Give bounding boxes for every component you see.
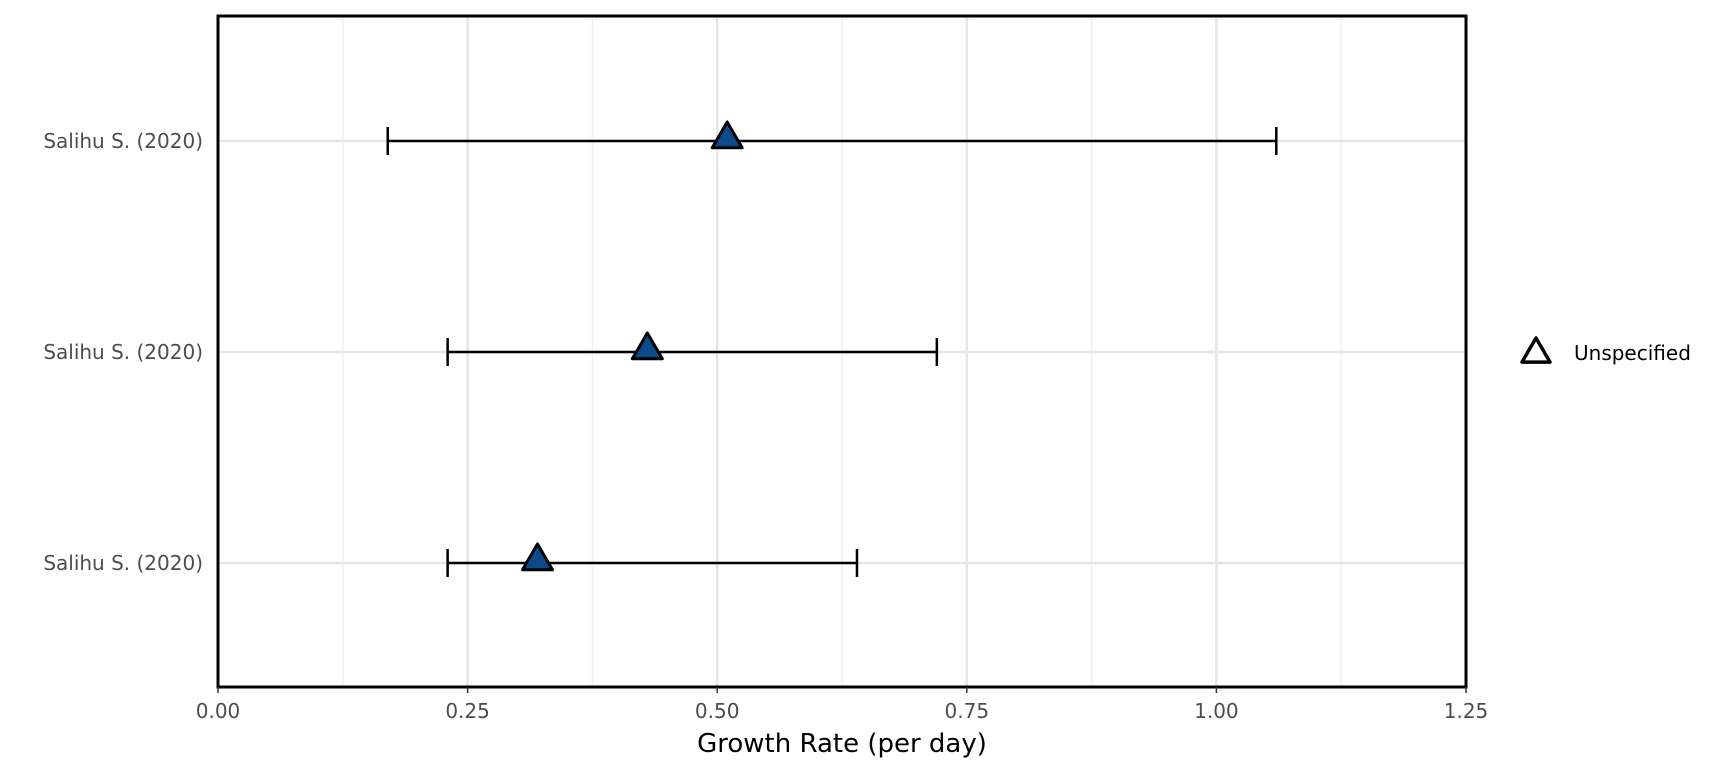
x-tick-label: 0.75 xyxy=(945,699,990,723)
x-axis-ticks: 0.00 0.25 0.50 0.75 1.00 1.25 xyxy=(196,687,1489,723)
x-tick-label: 0.00 xyxy=(196,699,241,723)
x-tick-label: 0.25 xyxy=(445,699,490,723)
legend-label: Unspecified xyxy=(1574,341,1691,365)
x-axis-title: Growth Rate (per day) xyxy=(697,729,987,759)
legend: Unspecified xyxy=(1520,336,1691,365)
point-estimate-marker xyxy=(520,542,554,572)
plot-panel-border xyxy=(216,14,1468,689)
y-tick-label: Salihu S. (2020) xyxy=(43,129,203,153)
y-tick-label: Salihu S. (2020) xyxy=(43,551,203,575)
y-axis-ticks: Salihu S. (2020) Salihu S. (2020) Salihu S… xyxy=(43,129,203,575)
data-layer xyxy=(386,120,1278,577)
point-estimate-marker xyxy=(630,331,664,361)
legend-triangle-icon xyxy=(1520,336,1552,364)
y-tick-label: Salihu S. (2020) xyxy=(43,340,203,364)
x-tick-label: 1.25 xyxy=(1444,699,1489,723)
x-tick-label: 1.00 xyxy=(1194,699,1239,723)
x-tick-label: 0.50 xyxy=(695,699,740,723)
point-estimate-marker xyxy=(710,120,744,150)
